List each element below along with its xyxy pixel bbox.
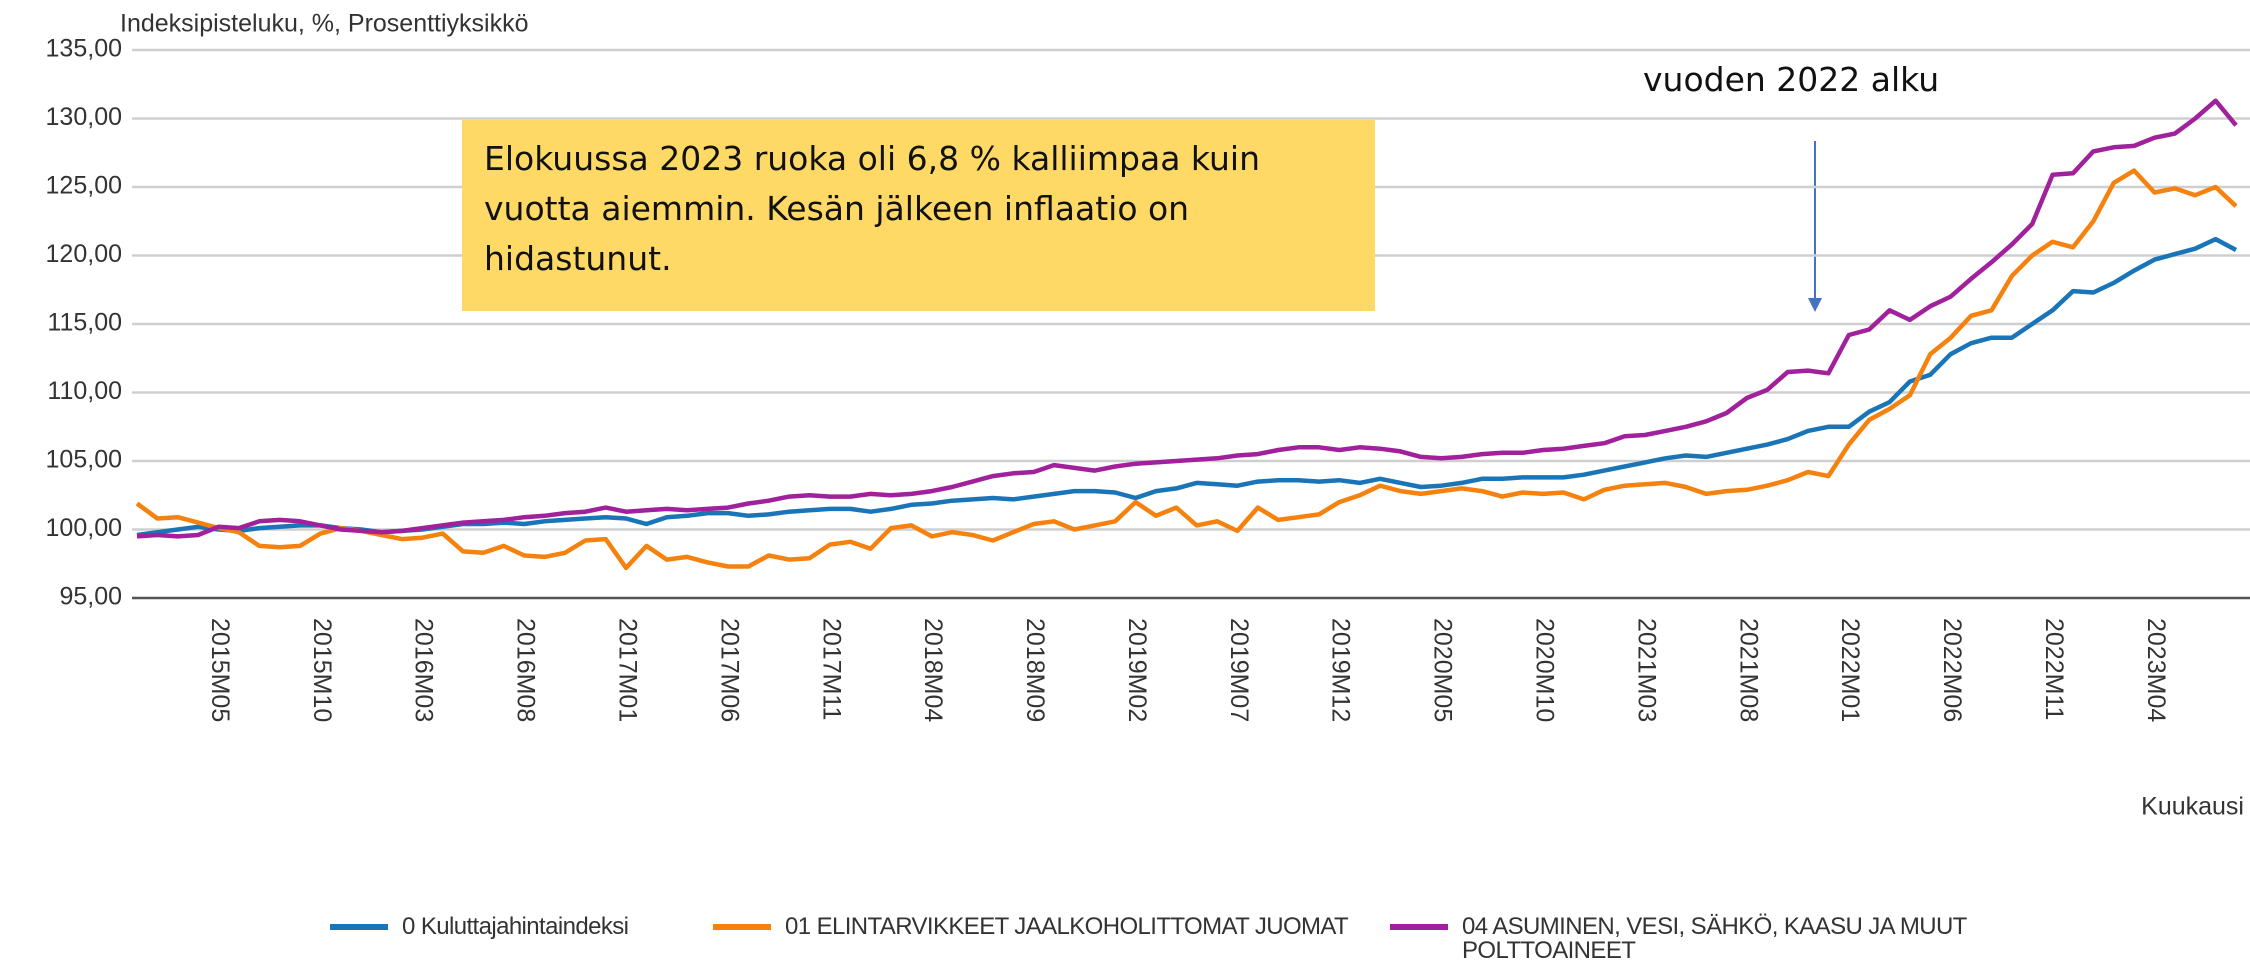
y-tick-label: 135,00: [46, 35, 122, 63]
legend-label: 01 ELINTARVIKKEET JAALKOHOLITTOMAT JUOMA…: [785, 913, 1349, 940]
y-tick-label: 105,00: [46, 446, 122, 474]
annotation-box: Elokuussa 2023 ruoka oli 6,8 % kalliimpa…: [462, 120, 1375, 311]
x-tick-label: 2015M05: [206, 618, 234, 722]
y-tick-label: 120,00: [46, 240, 122, 268]
y-axis-title: Indeksipisteluku, %, Prosenttiyksikkö: [120, 10, 529, 38]
x-tick-label: 2020M05: [1429, 618, 1457, 722]
x-tick-label: 2022M06: [1938, 618, 1966, 722]
y-tick-label: 95,00: [59, 583, 122, 611]
x-tick-label: 2021M08: [1734, 618, 1762, 722]
legend-item: 01 ELINTARVIKKEET JAALKOHOLITTOMAT JUOMA…: [713, 913, 1349, 940]
x-tick-label: 2016M08: [512, 618, 540, 722]
x-tick-label: 2019M12: [1327, 618, 1355, 722]
x-tick-label: 2022M11: [2040, 618, 2068, 720]
x-tick-label: 2019M07: [1225, 618, 1253, 722]
x-tick-label: 2023M04: [2142, 618, 2170, 722]
x-tick-label: 2019M02: [1123, 618, 1151, 722]
y-tick-label: 125,00: [46, 172, 122, 200]
x-axis-title: Kuukausi: [2141, 793, 2244, 821]
x-tick-label: 2018M04: [919, 618, 947, 722]
x-tick-label: 2016M03: [410, 618, 438, 722]
legend-label: 04 ASUMINEN, VESI, SÄHKÖ, KAASU JA MUUT …: [1462, 913, 1967, 964]
x-tick-label: 2018M09: [1021, 618, 1049, 722]
y-tick-label: 130,00: [46, 103, 122, 131]
x-tick-label: 2017M11: [817, 618, 845, 720]
series-line: [136, 236, 2238, 538]
legend-label: 0 Kuluttajahintaindeksi: [402, 913, 629, 940]
x-tick-label: 2021M03: [1632, 618, 1660, 722]
annotation: vuoden 2022 alku: [1643, 60, 1940, 99]
series-line: [136, 98, 2238, 539]
legend-swatch: [713, 924, 771, 930]
x-tick-label: 2017M06: [715, 618, 743, 722]
legend-item: 04 ASUMINEN, VESI, SÄHKÖ, KAASU JA MUUT …: [1390, 915, 2022, 963]
x-tick-label: 2020M10: [1531, 618, 1559, 722]
legend-item: 0 Kuluttajahintaindeksi: [330, 913, 629, 940]
y-tick-label: 100,00: [46, 514, 122, 542]
legend-swatch: [330, 924, 388, 930]
y-tick-label: 115,00: [47, 309, 122, 337]
y-tick-label: 110,00: [47, 377, 122, 405]
x-tick-label: 2017M01: [613, 618, 641, 722]
x-tick-label: 2022M01: [1836, 618, 1864, 722]
series-line: [135, 168, 2238, 571]
legend-swatch: [1390, 924, 1448, 930]
arrow-head: [1808, 298, 1822, 312]
x-tick-label: 2015M10: [308, 618, 336, 722]
